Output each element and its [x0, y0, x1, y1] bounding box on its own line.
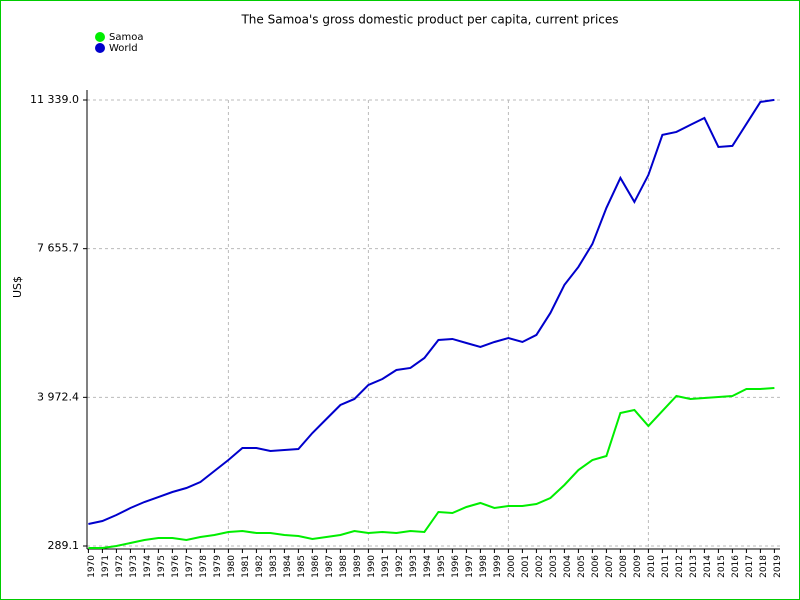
x-tick-label: 1995	[437, 555, 447, 578]
x-tick-label: 1979	[213, 555, 223, 578]
x-tick-label: 2015	[717, 555, 727, 578]
x-tick-label: 1977	[185, 555, 195, 578]
x-tick-label: 1982	[255, 555, 265, 578]
x-tick-label: 1987	[325, 555, 335, 578]
y-tick-label: 289.1	[48, 539, 80, 552]
x-tick-label: 1974	[143, 555, 153, 578]
series-line	[88, 386, 775, 549]
legend-label: World	[109, 43, 138, 54]
x-tick-label: 1983	[269, 555, 279, 578]
x-tick-label: 2007	[605, 555, 615, 578]
x-tick-label: 1972	[115, 555, 125, 578]
x-tick-label: 1989	[353, 555, 363, 578]
x-tick-label: 1988	[339, 555, 349, 578]
x-tick-label: 1978	[199, 555, 209, 578]
x-tick-label: 1999	[493, 555, 503, 578]
x-tick-label: 1986	[311, 555, 321, 578]
x-tick-label: 1971	[101, 555, 111, 578]
y-tick-label: 7 655.7	[37, 242, 79, 255]
x-tick-label: 1992	[395, 555, 405, 578]
x-tick-label: 2011	[661, 555, 671, 578]
x-tick-label: 1998	[479, 555, 489, 578]
x-tick-label: 1975	[157, 555, 167, 578]
x-tick-label: 1991	[381, 555, 391, 578]
legend-marker	[95, 32, 105, 42]
x-tick-label: 2013	[689, 555, 699, 578]
series-line	[88, 98, 775, 525]
x-tick-label: 2008	[619, 555, 629, 578]
legend-marker	[95, 43, 105, 53]
x-tick-label: 1981	[241, 555, 251, 578]
x-tick-label: 2001	[521, 555, 531, 578]
chart-title: The Samoa's gross domestic product per c…	[240, 13, 618, 27]
x-tick-label: 2016	[731, 555, 741, 578]
y-axis-label: US$	[11, 276, 24, 298]
x-tick-label: 2018	[759, 555, 769, 578]
x-tick-label: 2009	[633, 555, 643, 578]
x-tick-label: 2000	[507, 555, 517, 578]
x-tick-label: 1985	[297, 555, 307, 578]
x-tick-label: 2003	[549, 555, 559, 578]
x-tick-label: 1984	[283, 555, 293, 578]
x-tick-label: 1970	[87, 555, 97, 578]
x-tick-label: 1994	[423, 555, 433, 578]
x-tick-label: 2017	[745, 555, 755, 578]
x-tick-label: 1993	[409, 555, 419, 578]
x-tick-label: 2012	[675, 555, 685, 578]
x-tick-label: 2010	[647, 555, 657, 578]
x-tick-label: 1976	[171, 555, 181, 578]
y-tick-label: 11 339.0	[30, 93, 79, 106]
x-tick-label: 1990	[367, 555, 377, 578]
x-tick-label: 2002	[535, 555, 545, 578]
x-tick-label: 2005	[577, 555, 587, 578]
x-tick-label: 1997	[465, 555, 475, 578]
x-tick-label: 2019	[773, 555, 783, 578]
x-tick-label: 1973	[129, 555, 139, 578]
x-tick-label: 1980	[227, 555, 237, 578]
x-tick-label: 2014	[703, 555, 713, 578]
legend-label: Samoa	[109, 32, 143, 43]
x-tick-label: 1996	[451, 555, 461, 578]
x-tick-label: 2006	[591, 555, 601, 578]
x-tick-label: 2004	[563, 555, 573, 578]
y-tick-label: 3 972.4	[37, 390, 79, 403]
